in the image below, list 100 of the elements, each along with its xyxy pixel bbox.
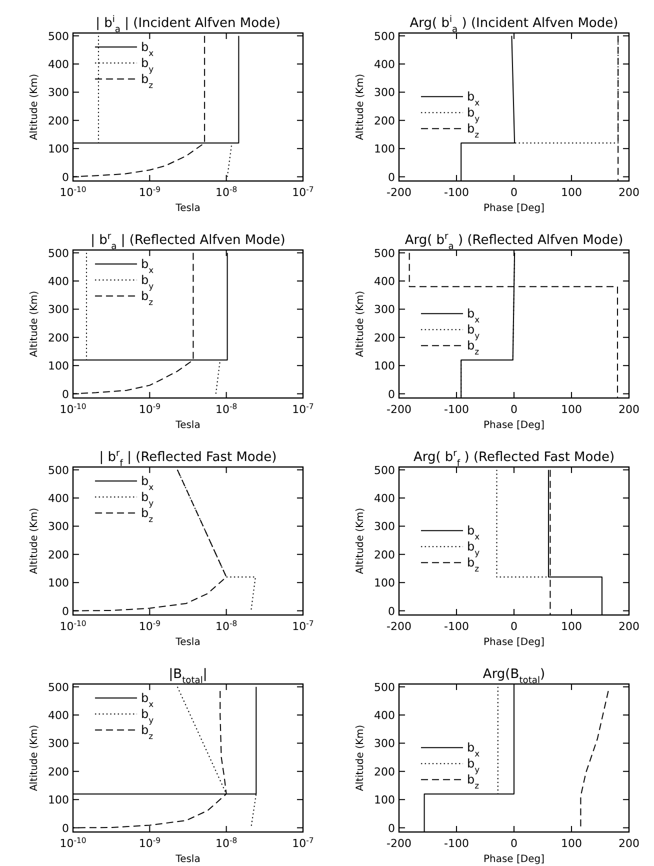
y-tick-label: 300 — [374, 520, 395, 534]
y-tick-label: 200 — [48, 548, 69, 562]
y-axis-title: Altitude (Km) — [355, 290, 366, 358]
y-tick-label: 500 — [374, 680, 395, 694]
y-tick-label: 500 — [48, 246, 69, 260]
x-axis-title: Tesla — [174, 420, 200, 431]
x-tick-label: 10$^{-9}$ — [138, 184, 161, 199]
x-tick-label: 10$^{-7}$ — [292, 836, 314, 850]
chart-title: Arg( b$^{r}$$_{a}$ ) (Reflected Alfven Mode) — [404, 232, 624, 252]
y-tick-label: 400 — [48, 709, 69, 722]
y-tick-label: 0 — [62, 388, 69, 401]
legend-label: b$_{y}$ — [141, 490, 154, 508]
x-tick-label: -200 — [386, 186, 412, 199]
x-tick-label: -100 — [444, 403, 469, 416]
legend-label: b$_{y}$ — [141, 707, 154, 725]
x-tick-label: 100 — [561, 620, 582, 633]
x-axis-title: Phase [Deg] — [483, 637, 545, 648]
legend-label: b$_{x}$ — [467, 90, 480, 108]
y-tick-label: 200 — [48, 331, 69, 344]
chart-title: Arg(B$_{total}$) — [482, 667, 546, 686]
legend-label: b$_{y}$ — [141, 56, 154, 74]
legend-label: b$_{y}$ — [467, 540, 480, 558]
y-tick-label: 300 — [48, 520, 69, 534]
x-tick-label: 10$^{-8}$ — [215, 184, 238, 199]
y-axis-title: Altitude (Km) — [29, 508, 40, 574]
y-tick-label: 100 — [48, 142, 69, 156]
legend-label: b$_{y}$ — [467, 106, 480, 124]
y-tick-label: 200 — [48, 765, 69, 778]
x-tick-label: 100 — [561, 403, 582, 416]
x-tick-label: 0 — [510, 186, 518, 199]
y-tick-label: 100 — [48, 576, 69, 590]
x-tick-label: 10$^{-9}$ — [138, 836, 161, 850]
y-tick-label: 400 — [374, 275, 395, 288]
y-tick-label: 500 — [374, 246, 395, 260]
y-tick-label: 500 — [48, 464, 69, 477]
y-tick-label: 400 — [374, 492, 395, 506]
legend-label: b$_{x}$ — [467, 306, 480, 325]
x-tick-label: 10$^{-8}$ — [215, 618, 238, 633]
y-tick-label: 0 — [388, 170, 395, 184]
x-tick-label: 10$^{-7}$ — [292, 184, 314, 199]
legend-label: b$_{x}$ — [141, 40, 154, 58]
x-tick-label: -100 — [444, 620, 469, 633]
x-tick-label: 10$^{-7}$ — [292, 618, 314, 633]
legend-label: b$_{x}$ — [467, 740, 480, 759]
x-tick-label: -100 — [444, 837, 469, 850]
x-tick-label: 10$^{-8}$ — [215, 836, 238, 850]
y-axis-title: Altitude (Km) — [29, 74, 40, 140]
chart-title: |B$_{total}$| — [168, 667, 208, 686]
y-tick-label: 200 — [374, 331, 395, 344]
y-tick-label: 500 — [48, 680, 69, 694]
legend-label: b$_{y}$ — [467, 322, 480, 341]
chart-title: | b$^{r}$$_{a}$ | (Reflected Alfven Mode) — [90, 232, 286, 252]
y-tick-label: 0 — [62, 822, 69, 835]
x-tick-label: 10$^{-10}$ — [60, 184, 86, 199]
y-axis-title: Altitude (Km) — [29, 290, 40, 358]
x-tick-label: 0 — [510, 403, 518, 416]
legend-label: b$_{y}$ — [141, 273, 154, 291]
x-tick-label: 10$^{-7}$ — [292, 402, 314, 416]
y-tick-label: 200 — [374, 114, 395, 128]
y-tick-label: 500 — [374, 464, 395, 477]
y-tick-label: 100 — [374, 360, 395, 373]
x-tick-label: 200 — [618, 403, 640, 416]
legend-label: b$_{y}$ — [467, 756, 480, 775]
x-tick-label: -200 — [386, 620, 412, 633]
x-tick-label: -200 — [386, 403, 412, 416]
legend-label: b$_{x}$ — [141, 691, 154, 709]
x-tick-label: 200 — [618, 837, 640, 850]
x-tick-label: 10$^{-8}$ — [215, 402, 238, 416]
y-tick-label: 300 — [48, 737, 69, 750]
y-tick-label: 200 — [48, 114, 69, 128]
y-tick-label: 300 — [48, 303, 69, 316]
x-axis-title: Tesla — [174, 203, 200, 214]
y-axis-title: Altitude (Km) — [355, 724, 366, 792]
y-tick-label: 500 — [48, 30, 69, 43]
y-tick-label: 300 — [374, 86, 395, 100]
x-tick-label: 10$^{-10}$ — [60, 402, 86, 416]
x-tick-label: 100 — [561, 837, 582, 850]
chart-title: Arg( b$^{r}$$_{f}$ ) (Reflected Fast Mode) — [413, 449, 615, 469]
y-axis-title: Altitude (Km) — [29, 724, 40, 792]
x-tick-label: 10$^{-10}$ — [60, 836, 86, 850]
y-tick-label: 0 — [62, 170, 69, 184]
y-tick-label: 0 — [62, 604, 69, 618]
y-tick-label: 100 — [48, 360, 69, 373]
y-tick-label: 100 — [374, 576, 395, 590]
y-tick-label: 200 — [374, 765, 395, 778]
chart-title: | b$^{i}$$_{a}$ | (Incident Alfven Mode) — [96, 15, 280, 35]
y-tick-label: 300 — [48, 86, 69, 100]
x-tick-label: 200 — [618, 620, 640, 633]
x-tick-label: 0 — [510, 837, 518, 850]
y-tick-label: 100 — [374, 142, 395, 156]
x-tick-label: 10$^{-10}$ — [60, 618, 86, 633]
legend-label: b$_{x}$ — [467, 524, 480, 542]
x-axis-title: Tesla — [174, 854, 200, 865]
y-tick-label: 400 — [48, 58, 69, 72]
x-axis-title: Phase [Deg] — [483, 420, 545, 431]
y-tick-label: 400 — [48, 275, 69, 288]
x-tick-label: 100 — [561, 186, 582, 199]
y-tick-label: 300 — [374, 303, 395, 316]
x-tick-label: -100 — [444, 186, 469, 199]
y-tick-label: 500 — [374, 30, 395, 43]
